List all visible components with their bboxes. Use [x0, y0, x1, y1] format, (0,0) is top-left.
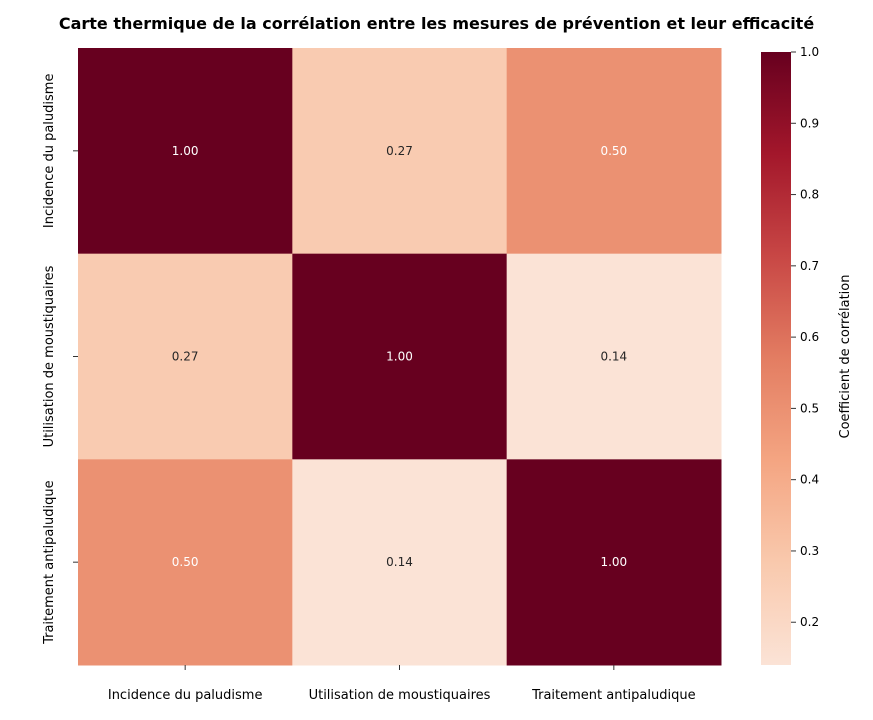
colorbar-tick-label: 0.2 — [800, 615, 819, 629]
cell-value-label: 0.14 — [386, 555, 413, 569]
heatmap-cell — [78, 48, 293, 255]
colorbar-tick-label: 0.6 — [800, 330, 819, 344]
colorbar-tick-label: 0.3 — [800, 544, 819, 558]
heatmap-cell — [506, 459, 722, 666]
colorbar-tick-label: 0.7 — [800, 259, 819, 273]
colorbar-tick-label: 0.9 — [800, 116, 819, 130]
y-tick-label: Incidence du paludisme — [42, 74, 57, 229]
heatmap-cell — [292, 253, 508, 460]
colorbar-tick-label: 0.5 — [800, 401, 819, 415]
colorbar-tick-label: 0.8 — [800, 188, 819, 202]
cell-value-label: 0.50 — [172, 555, 199, 569]
y-tick-label: Traitement antipaludique — [42, 480, 57, 645]
cell-value-label: 0.27 — [172, 350, 199, 364]
x-tick-label: Incidence du paludisme — [108, 688, 263, 703]
heatmap-cell — [78, 253, 293, 460]
cell-value-label: 1.00 — [386, 350, 413, 364]
x-tick-label: Traitement antipaludique — [531, 688, 696, 703]
cell-value-label: 1.00 — [172, 144, 199, 158]
colorbar-tick-label: 0.4 — [800, 473, 819, 487]
y-tick-label: Utilisation de moustiquaires — [42, 265, 57, 447]
heatmap-cell — [506, 48, 722, 255]
cell-value-label: 1.00 — [600, 555, 627, 569]
heatmap-cell — [506, 253, 722, 460]
cell-value-label: 0.27 — [386, 144, 413, 158]
heatmap-cell — [292, 459, 508, 666]
x-tick-label: Utilisation de moustiquaires — [309, 688, 491, 703]
heatmap-cell — [292, 48, 508, 255]
colorbar-tick-label: 1.0 — [800, 45, 819, 59]
cell-value-label: 0.14 — [600, 350, 627, 364]
heatmap-cell — [78, 459, 293, 666]
chart-title: Carte thermique de la corrélation entre … — [58, 14, 815, 33]
colorbar-label: Coefficient de corrélation — [838, 275, 853, 439]
cell-value-label: 0.50 — [600, 144, 627, 158]
colorbar — [761, 52, 791, 665]
